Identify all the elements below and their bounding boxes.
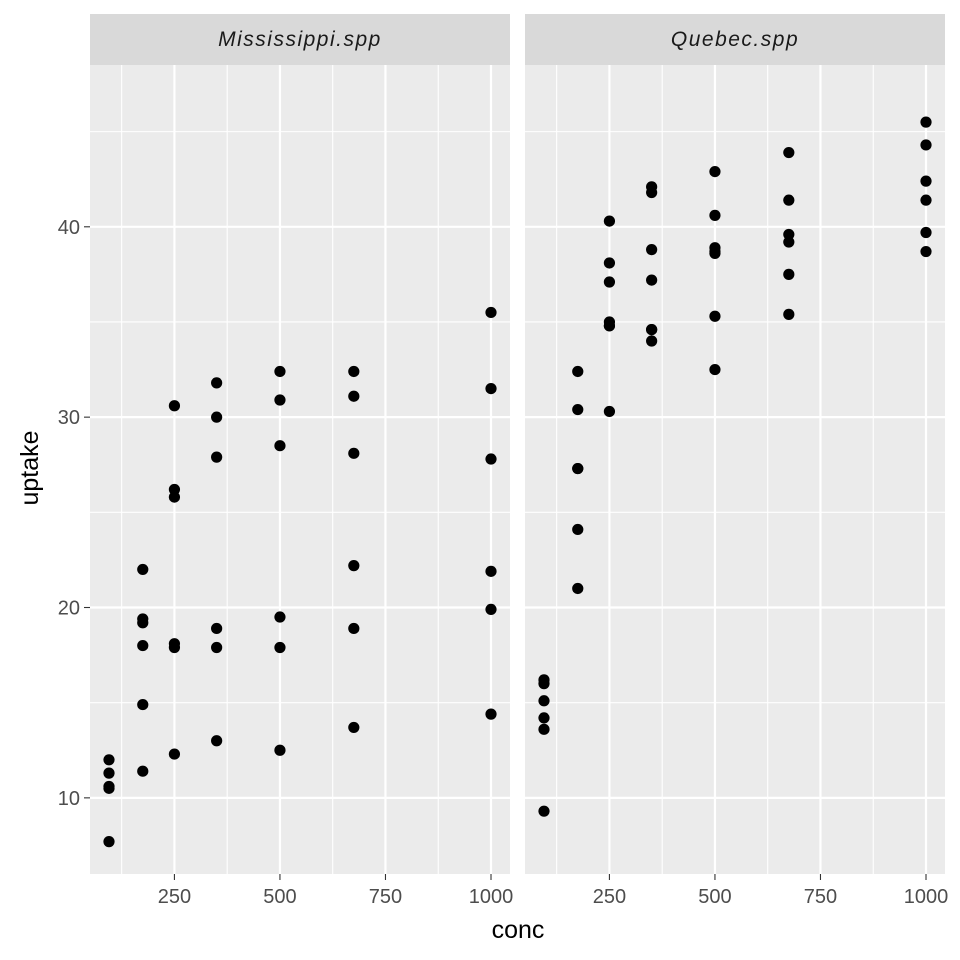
data-point xyxy=(920,245,932,258)
facet-panel-2: 250 500 750 1000 Quebec.spp xyxy=(525,14,948,908)
data-point xyxy=(137,563,149,576)
x-tick-label: 1000 xyxy=(469,886,514,908)
facet-strip xyxy=(525,14,945,65)
panels-layer: 250 500 750 1000 Mississippi.spp 250 500 750 100… xyxy=(90,14,948,908)
data-point xyxy=(103,754,115,766)
x-tick-label: 750 xyxy=(804,886,837,908)
data-point xyxy=(920,194,932,206)
data-point xyxy=(920,116,932,128)
data-point xyxy=(783,268,795,280)
data-point xyxy=(137,617,149,629)
data-point xyxy=(920,226,932,239)
data-point xyxy=(646,274,658,286)
data-point xyxy=(103,836,115,848)
data-point xyxy=(485,383,497,395)
data-point xyxy=(709,247,721,260)
data-point xyxy=(168,641,181,654)
data-point xyxy=(783,194,795,206)
data-point xyxy=(709,363,721,376)
data-point xyxy=(211,377,223,389)
data-point xyxy=(572,403,584,416)
data-point xyxy=(603,320,616,332)
data-point xyxy=(538,712,550,724)
data-point xyxy=(137,698,149,711)
data-point xyxy=(485,453,497,465)
data-point xyxy=(211,411,223,423)
data-point xyxy=(646,244,658,256)
panel-background xyxy=(525,65,945,874)
data-point xyxy=(168,748,181,760)
x-tick-label: 500 xyxy=(263,886,296,908)
data-point xyxy=(485,603,497,616)
data-point xyxy=(274,744,286,756)
y-tick-label: 10 xyxy=(58,788,80,810)
data-point xyxy=(783,236,795,248)
data-point xyxy=(603,276,616,288)
data-point xyxy=(211,641,223,654)
x-tick-label: 500 xyxy=(698,886,731,908)
data-point xyxy=(211,451,223,463)
data-point xyxy=(211,735,223,747)
data-point xyxy=(783,308,795,320)
data-point xyxy=(274,611,286,623)
y-tick-label: 40 xyxy=(58,217,80,239)
y-axis: 10 20 30 40 xyxy=(58,217,90,810)
data-point xyxy=(103,767,115,779)
data-point xyxy=(572,462,584,475)
data-point xyxy=(274,394,286,406)
facet-panel-1: 250 500 750 1000 Mississippi.spp xyxy=(90,14,513,908)
data-point xyxy=(274,641,286,654)
data-point xyxy=(709,209,721,221)
data-point xyxy=(137,639,149,652)
data-point xyxy=(103,782,115,794)
data-point xyxy=(920,139,932,151)
facet-strip-label: Mississippi.spp xyxy=(218,28,382,51)
data-point xyxy=(348,390,360,402)
panel-background xyxy=(90,65,510,874)
data-point xyxy=(646,335,658,347)
facet-strip xyxy=(90,14,510,65)
data-point xyxy=(485,708,497,720)
data-point xyxy=(348,721,360,734)
data-point xyxy=(348,560,360,572)
data-point xyxy=(538,695,550,707)
x-tick-label: 250 xyxy=(593,886,626,908)
data-point xyxy=(274,365,286,378)
x-tick-label: 1000 xyxy=(904,886,949,908)
data-point xyxy=(603,257,616,269)
data-point xyxy=(485,565,497,577)
data-point xyxy=(485,306,497,319)
data-point xyxy=(274,440,286,452)
data-point xyxy=(538,723,550,735)
facet-strip-label: Quebec.spp xyxy=(671,28,799,51)
data-point xyxy=(709,310,721,322)
data-point xyxy=(572,523,584,536)
x-tick-label: 750 xyxy=(369,886,402,908)
data-point xyxy=(348,447,360,459)
data-point xyxy=(603,405,616,418)
data-point xyxy=(211,622,223,635)
data-point xyxy=(709,165,721,178)
data-point xyxy=(538,678,550,690)
x-tick-label: 250 xyxy=(158,886,191,908)
data-point xyxy=(348,365,360,378)
data-point xyxy=(168,400,181,412)
data-point xyxy=(137,765,149,777)
data-point xyxy=(572,582,584,595)
data-point xyxy=(783,146,795,159)
data-point xyxy=(603,215,616,227)
x-axis-title: conc xyxy=(492,916,545,944)
data-point xyxy=(572,365,584,378)
data-point xyxy=(646,186,658,199)
data-point xyxy=(646,323,658,336)
y-axis-title: uptake xyxy=(16,430,44,505)
data-point xyxy=(168,491,181,503)
data-point xyxy=(348,622,360,635)
y-tick-label: 30 xyxy=(58,407,80,429)
data-point xyxy=(920,175,932,187)
y-tick-label: 20 xyxy=(58,598,80,620)
data-point xyxy=(538,805,550,817)
